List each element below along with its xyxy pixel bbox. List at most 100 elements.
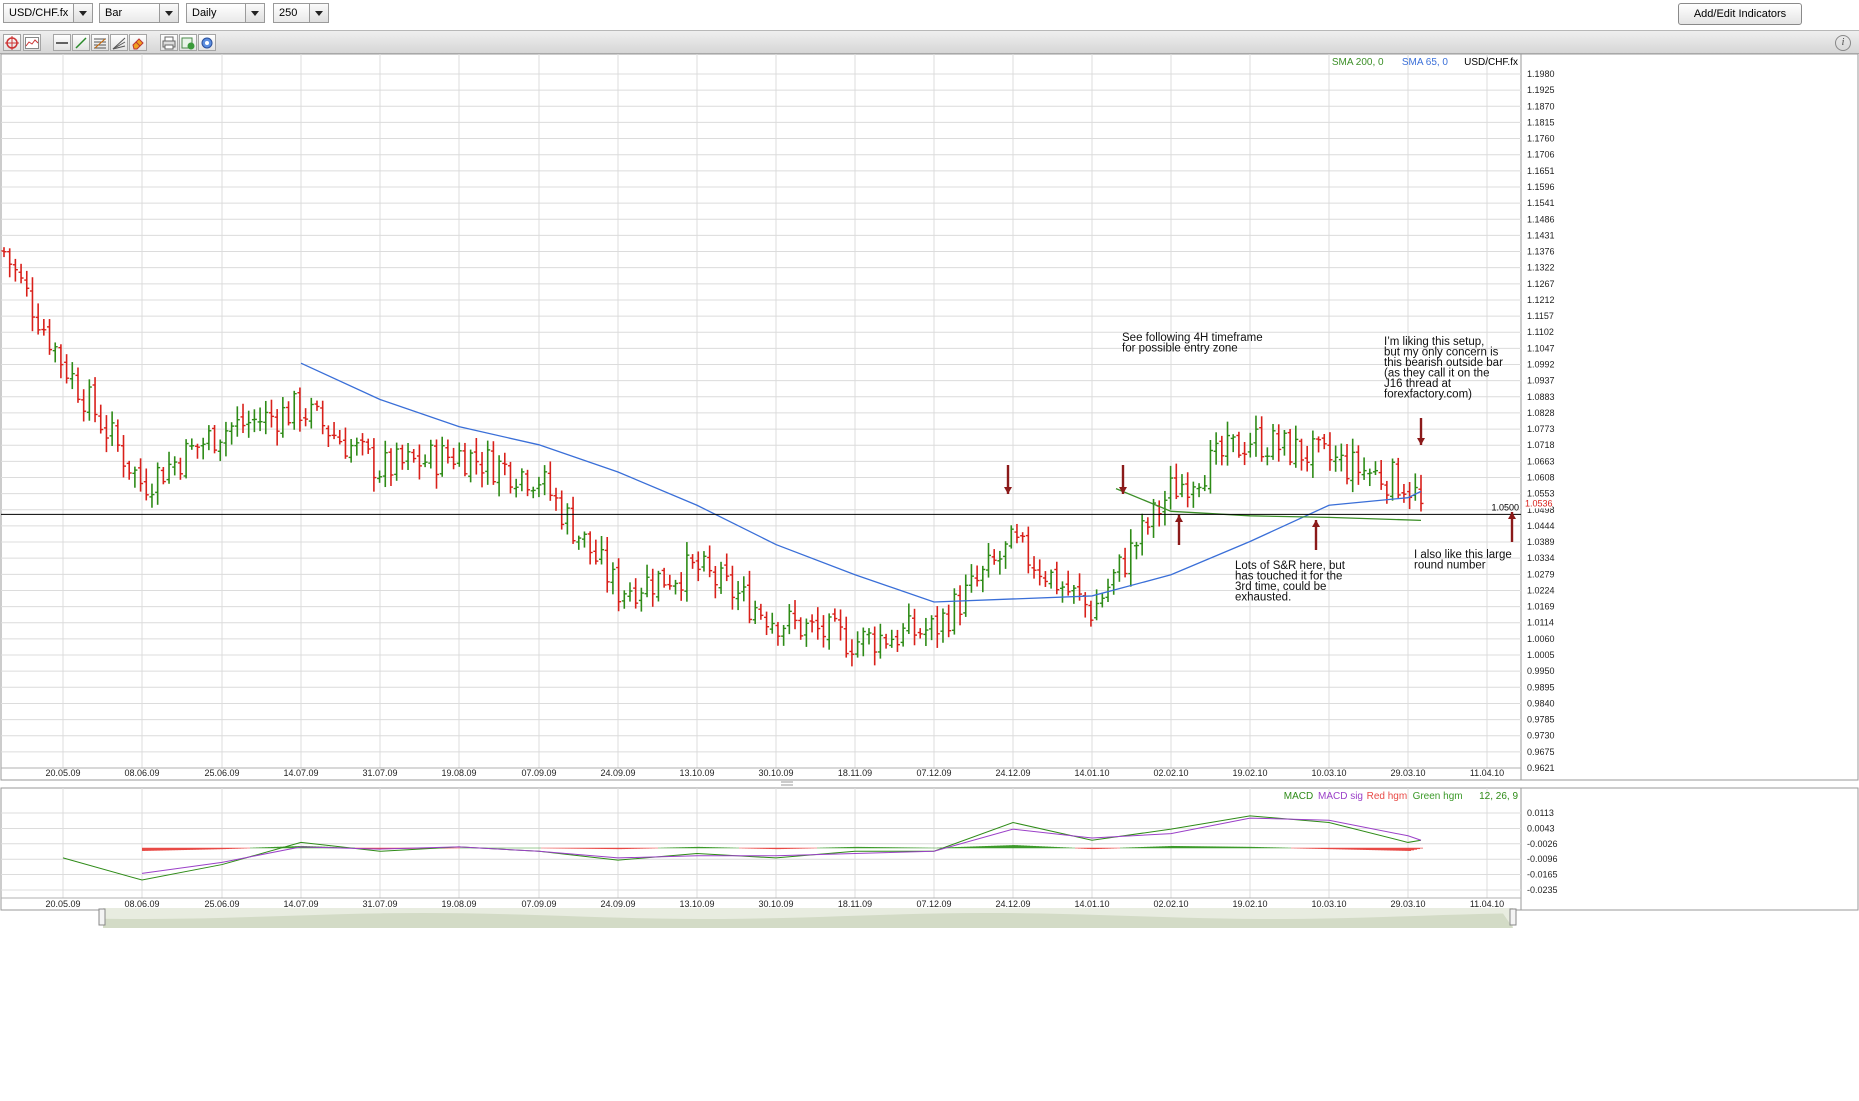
arrow-up-icon (1508, 512, 1516, 542)
histogram-bar (1138, 847, 1141, 849)
histogram-bar (1183, 846, 1186, 849)
histogram-bar (202, 847, 205, 850)
arrow-head (1004, 487, 1012, 494)
price-bar (132, 466, 138, 488)
price-bar (1390, 458, 1396, 501)
timeframe-select[interactable]: Daily (186, 3, 265, 23)
price-bar (98, 404, 104, 434)
chevron-down-icon[interactable] (245, 4, 264, 22)
fibonacci-tool[interactable] (91, 34, 109, 51)
price-bar (889, 629, 895, 648)
settings-tool[interactable] (198, 34, 216, 51)
chart-type-select[interactable]: Bar (99, 3, 179, 23)
histogram-bar (1198, 846, 1201, 849)
histogram-bar (625, 847, 628, 849)
price-tick-label: 1.0828 (1527, 408, 1555, 418)
price-bar (206, 425, 212, 451)
horizontal-line-tool[interactable] (53, 34, 71, 51)
price-chart[interactable]: 1.1980 1.1925 1.1870 1.1815 1.1760 1.1706 1.16… (0, 54, 1859, 1101)
macd-legend-entry: MACD (1284, 791, 1313, 802)
price-bar (1, 247, 7, 258)
histogram-bar (988, 845, 991, 849)
histogram-bar (1174, 845, 1177, 849)
price-bar (712, 565, 718, 599)
histogram-bar (1240, 846, 1243, 849)
chevron-down-icon[interactable] (309, 4, 328, 22)
price-bar (536, 476, 542, 498)
histogram-bar (1402, 847, 1405, 851)
price-tick-label: 1.0718 (1527, 440, 1555, 450)
price-bar (1202, 475, 1208, 492)
panel-splitter-handle[interactable] (781, 781, 793, 786)
histogram-bar (289, 846, 292, 849)
histogram-bar (802, 847, 805, 849)
symbol-select[interactable]: USD/CHF.fx (3, 3, 93, 23)
macd-date-label: 19.02.10 (1232, 899, 1267, 909)
price-bar (1133, 541, 1139, 560)
histogram-bar (181, 847, 184, 851)
price-bar (912, 608, 918, 646)
price-bar (354, 437, 360, 456)
price-bar (92, 377, 98, 423)
price-tick-label: 1.1431 (1527, 230, 1555, 240)
price-tick-label: 1.0224 (1527, 585, 1555, 595)
histogram-bar (1327, 847, 1330, 850)
print-tool[interactable] (160, 34, 178, 51)
price-bar (997, 550, 1003, 575)
price-tick-label: 1.1047 (1527, 343, 1555, 353)
info-icon[interactable]: i (1835, 35, 1851, 51)
export-tool[interactable] (179, 34, 197, 51)
trend-line-tool[interactable] (72, 34, 90, 51)
price-bar (1071, 585, 1077, 604)
annotation-line: I also like this large (1414, 549, 1512, 561)
navigator-left-handle[interactable] (98, 908, 106, 926)
eraser-tool[interactable] (129, 34, 147, 51)
histogram-bar (982, 846, 985, 849)
macd-date-label: 25.06.09 (204, 899, 239, 909)
histogram-bar (1165, 846, 1168, 849)
price-bar (604, 536, 610, 593)
price-bar (194, 443, 200, 459)
histogram-bar (658, 847, 661, 849)
histogram-bar (928, 847, 931, 849)
arrow-up-icon (1312, 520, 1320, 550)
histogram-bar (676, 847, 679, 849)
price-bar (507, 461, 513, 494)
chart-style-tool[interactable] (23, 34, 41, 51)
price-bar (24, 270, 30, 297)
legend-entry: SMA 200, 0 (1332, 57, 1384, 68)
histogram-bar (847, 847, 850, 849)
crosshair-tool[interactable] (3, 34, 21, 51)
navigator[interactable] (98, 908, 1517, 928)
histogram-bar (1261, 847, 1264, 849)
histogram-bar (199, 847, 202, 850)
navigator-right-handle[interactable] (1509, 908, 1517, 926)
chevron-down-icon[interactable] (73, 4, 92, 22)
histogram-bar (538, 847, 541, 849)
fibonacci-fan-tool[interactable] (110, 34, 128, 51)
date-tick-label: 07.09.09 (521, 768, 556, 778)
histogram-bar (1012, 845, 1015, 849)
price-tick-label: 1.1102 (1527, 327, 1554, 337)
histogram-bar (1357, 847, 1360, 850)
price-bar (490, 441, 496, 485)
price-tick-label: 1.1541 (1527, 198, 1555, 208)
price-bar (661, 567, 667, 588)
histogram-bar (193, 847, 196, 850)
price-bar (1173, 463, 1179, 500)
add-edit-indicators-button[interactable]: Add/Edit Indicators (1678, 3, 1802, 25)
bar-count-select[interactable]: 250 (273, 3, 329, 23)
price-bar (342, 427, 348, 459)
chevron-down-icon[interactable] (159, 4, 178, 22)
histogram-bar (247, 847, 250, 849)
price-bar (650, 568, 656, 607)
price-bar (929, 615, 935, 641)
price-bar (752, 600, 758, 625)
histogram-bar (1036, 846, 1039, 849)
histogram-bar (931, 847, 934, 849)
histogram-bar (571, 847, 574, 849)
histogram-bar (811, 847, 814, 849)
histogram-bar (892, 847, 895, 849)
arrow-up-icon (1175, 515, 1183, 545)
histogram-bar (907, 847, 910, 849)
